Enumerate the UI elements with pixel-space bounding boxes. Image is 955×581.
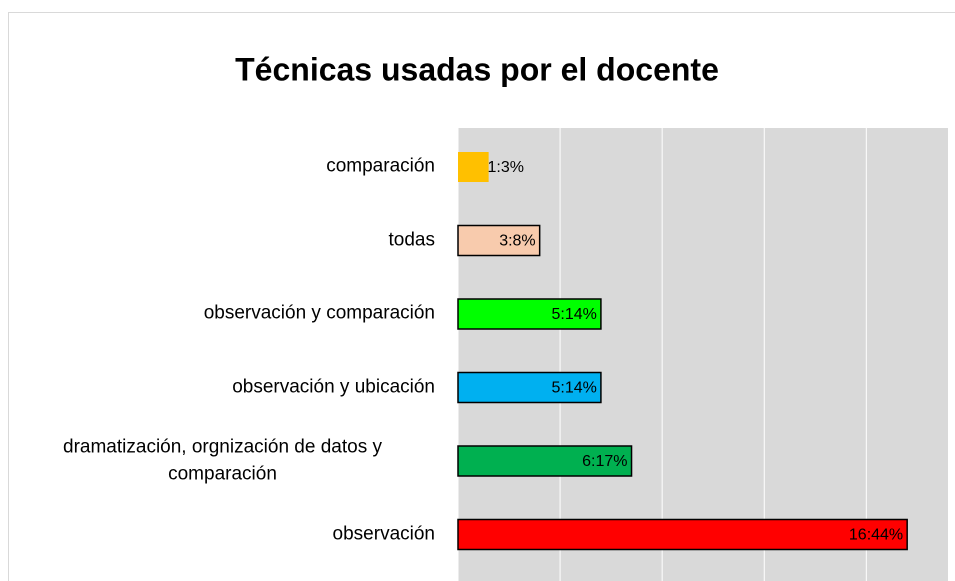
chart-title: Técnicas usadas por el docente xyxy=(235,51,719,87)
bar xyxy=(457,445,633,477)
bar xyxy=(457,298,602,330)
bar xyxy=(457,224,541,257)
category-label: dramatización, orgnización de datos y co… xyxy=(10,434,435,487)
category-label: todas xyxy=(10,227,435,254)
category-text: comparación xyxy=(326,155,435,177)
bar xyxy=(457,518,908,551)
category-label: observación xyxy=(10,521,435,548)
plot-area xyxy=(458,128,948,581)
value-label: 5:14% xyxy=(552,380,597,397)
category-label: observación y comparación xyxy=(10,301,435,328)
category-label: comparación xyxy=(10,154,435,181)
category-text: observación y ubicación xyxy=(232,376,435,398)
category-text: dramatización, orgnización de datos y co… xyxy=(63,436,382,484)
category-text: observación y comparación xyxy=(203,302,435,324)
category-text: observación xyxy=(332,523,435,545)
value-label: 6:17% xyxy=(582,453,627,470)
value-label: 1:3% xyxy=(488,159,524,176)
bar xyxy=(457,371,602,404)
value-label: 5:14% xyxy=(552,306,597,323)
value-label: 16:44% xyxy=(849,527,903,544)
bar xyxy=(458,152,489,182)
value-label: 3:8% xyxy=(499,233,535,250)
category-label: observación y ubicación xyxy=(10,374,435,401)
category-text: todas xyxy=(388,229,435,251)
